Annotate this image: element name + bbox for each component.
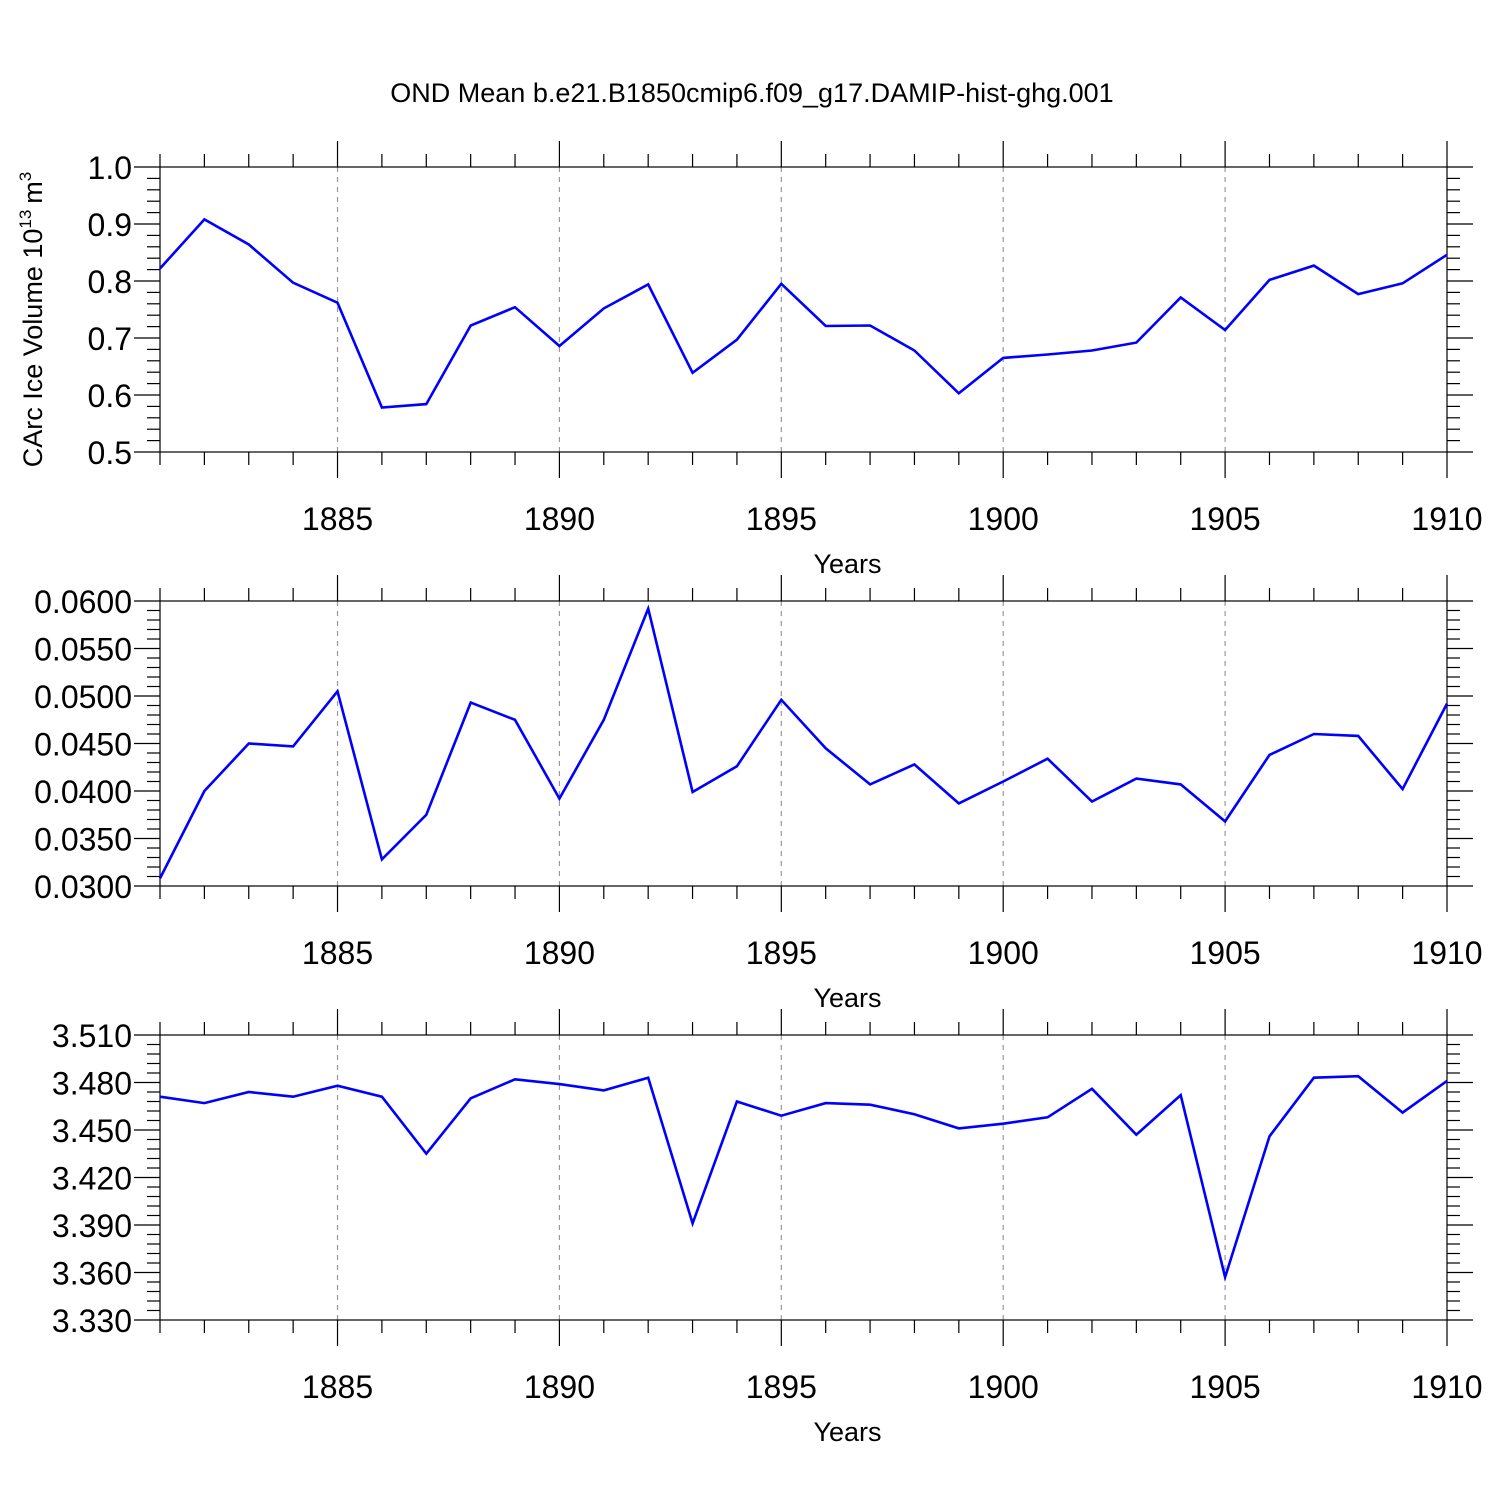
x-tick-label: 1900	[968, 501, 1039, 537]
y-tick-label: 3.360	[52, 1256, 132, 1292]
series-line	[159, 1074, 1448, 1283]
y-tick-label: 0.6	[88, 378, 132, 414]
plot-frame	[159, 600, 1448, 887]
y-axis-title: CArc Ice Volume 1013 m3	[16, 172, 48, 468]
x-axis-title: Years	[813, 549, 881, 579]
x-tick-label: 1890	[524, 501, 595, 537]
y-tick-label: 0.0400	[34, 774, 132, 810]
y-tick-label: 0.0550	[34, 632, 132, 668]
chart-title: OND Mean b.e21.B1850cmip6.f09_g17.DAMIP-…	[390, 78, 1113, 108]
y-axis-title-unit-exp: 3	[16, 172, 35, 181]
x-axis-title: Years	[813, 983, 881, 1013]
plot-frame	[159, 1034, 1448, 1321]
y-tick-label: 0.8	[88, 264, 132, 300]
x-tick-label: 1905	[1190, 1369, 1261, 1405]
x-tick-label: 1885	[302, 935, 373, 971]
y-tick-label: 0.5	[88, 435, 132, 471]
x-tick-label: 1890	[524, 935, 595, 971]
x-tick-label: 1910	[1411, 501, 1482, 537]
chart-panels: 1885 1890 1895 1900 1905 1910 Years 0.5 0.6 0.7 0.…	[16, 141, 1483, 1447]
series-line	[158, 604, 1449, 879]
y-tick-label: 1.0	[88, 150, 132, 186]
y-axis-title-exp: 13	[16, 210, 35, 229]
y-tick-label: 3.510	[52, 1018, 132, 1054]
y-tick-label: 0.0450	[34, 727, 132, 763]
x-tick-label: 1895	[746, 501, 817, 537]
y-tick-label: 0.0600	[34, 584, 132, 620]
y-tick-label: 3.480	[52, 1066, 132, 1102]
series-line	[159, 217, 1448, 409]
y-tick-label: 0.0500	[34, 679, 132, 715]
y-axis-title-text: CArc Ice Volume 10	[18, 229, 48, 468]
x-tick-label: 1885	[302, 1369, 373, 1405]
x-tick-label: 1900	[968, 935, 1039, 971]
x-tick-label: 1895	[746, 1369, 817, 1405]
x-tick-label: 1885	[302, 501, 373, 537]
y-tick-label: 3.390	[52, 1208, 132, 1244]
x-tick-label: 1890	[524, 1369, 595, 1405]
x-tick-label: 1910	[1411, 1369, 1482, 1405]
x-tick-label: 1895	[746, 935, 817, 971]
y-tick-label: 3.450	[52, 1113, 132, 1149]
y-tick-label: 3.330	[52, 1303, 132, 1339]
y-tick-label: 0.7	[88, 321, 132, 357]
y-tick-label: 0.9	[88, 207, 132, 243]
x-axis-title: Years	[813, 1417, 881, 1447]
x-tick-label: 1905	[1190, 501, 1261, 537]
panel-1: 1885 1890 1895 1900 1905 1910 Years 0.5 0.6 0.7 0.…	[16, 141, 1483, 579]
panel-2: 1885 1890 1895 1900 1905 1910 Years 0.0300 0.035…	[34, 575, 1483, 1013]
x-tick-label: 1905	[1190, 935, 1261, 971]
y-tick-label: 3.420	[52, 1161, 132, 1197]
y-tick-label: 0.0350	[34, 822, 132, 858]
y-tick-label: 0.0300	[34, 869, 132, 905]
x-tick-label: 1900	[968, 1369, 1039, 1405]
panel-3: 1885 1890 1895 1900 1905 1910 Years 3.330 3.360 3…	[52, 1009, 1483, 1447]
y-axis-title-unit: m	[18, 181, 48, 204]
x-tick-label: 1910	[1411, 935, 1482, 971]
plot-frame	[159, 166, 1448, 453]
